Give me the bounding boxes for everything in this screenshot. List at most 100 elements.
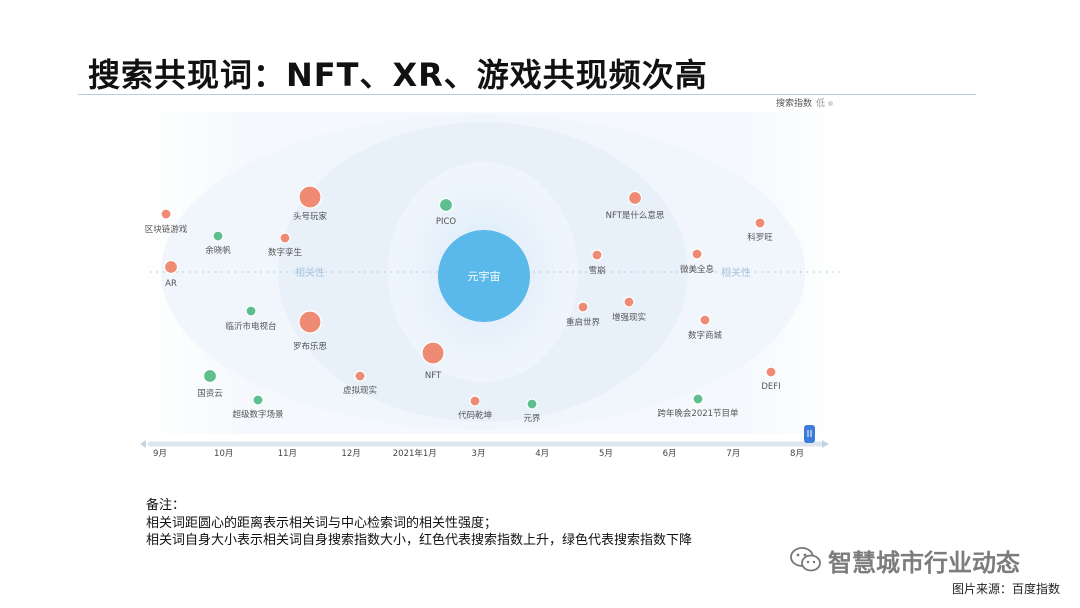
keyword-label: 余晓帆 (205, 245, 231, 256)
keyword-point[interactable]: 区块链游戏 (145, 208, 188, 235)
keyword-label: 数字孪生 (268, 247, 303, 258)
keyword-label: 头号玩家 (293, 211, 328, 222)
watermark: 智慧城市行业动态 (790, 542, 1020, 578)
keyword-point[interactable]: DEFI (761, 366, 781, 392)
keyword-point[interactable]: 雪崩 (588, 249, 606, 276)
timeline-tick-label[interactable]: 9月 (153, 449, 167, 459)
keyword-label: 增强现实 (612, 312, 646, 323)
keyword-label: 微美全息 (680, 264, 715, 275)
legend-label: 搜索指数 (776, 99, 813, 109)
keyword-point[interactable]: NFT (421, 341, 445, 381)
keyword-bubble[interactable] (754, 217, 766, 229)
keyword-label: 罗布乐思 (293, 341, 328, 352)
relevance-axis-label-left: 相关性 (295, 266, 325, 279)
keyword-point[interactable]: 数字孪生 (268, 232, 303, 258)
notes-heading: 备注： (146, 498, 186, 513)
keyword-bubble[interactable] (245, 305, 257, 317)
chart-background (140, 112, 846, 434)
legend-low-label: 低 (816, 99, 826, 109)
keyword-bubble[interactable] (577, 301, 589, 313)
keyword-label: 重启世界 (566, 317, 601, 328)
keyword-point[interactable]: 临沂市电视台 (225, 305, 277, 332)
timeline-tick-label[interactable]: 11月 (278, 449, 297, 459)
chart-notes: 备注： 相关词距圆心的距离表示相关词与中心检索词的相关性强度； 相关词自身大小表… (146, 497, 692, 550)
keyword-bubble[interactable] (699, 314, 711, 326)
keyword-label: PICO (436, 217, 457, 227)
timeline: 9月 10月 11月 12月 2021年1月 3月 4月 5月 6月 7月 8月 (140, 425, 829, 459)
wechat-icon (790, 547, 821, 572)
keyword-point[interactable]: 代码乾坤 (458, 395, 492, 421)
title-divider (78, 94, 976, 95)
keyword-bubble[interactable] (692, 393, 704, 405)
legend-size-dot (828, 101, 834, 106)
search-index-legend: 搜索指数低 (776, 96, 834, 109)
keyword-point[interactable]: 重启世界 (566, 301, 601, 328)
keyword-point[interactable]: 罗布乐思 (293, 310, 328, 352)
keyword-bubble[interactable] (298, 310, 322, 334)
keyword-bubble[interactable] (691, 248, 703, 260)
center-keyword-bubble (438, 230, 530, 322)
timeline-tick-label[interactable]: 3月 (472, 449, 486, 459)
keyword-bubble[interactable] (526, 398, 538, 410)
timeline-tick-label[interactable]: 12月 (341, 449, 360, 459)
keyword-point[interactable]: 元界 (523, 398, 541, 424)
keyword-label: 超级数字场景 (232, 409, 283, 420)
keyword-bubble[interactable] (212, 230, 224, 242)
keyword-point[interactable]: AR (163, 259, 179, 290)
timeline-tick-label[interactable]: 7月 (726, 449, 740, 459)
notes-size-color: 相关词自身大小表示相关词自身搜索指数大小，红色代表搜索指数上升，绿色代表搜索指数… (146, 533, 693, 548)
keyword-point[interactable]: 微美全息 (680, 248, 715, 275)
keyword-label: 科罗旺 (747, 232, 773, 243)
keyword-bubble[interactable] (160, 208, 172, 220)
keyword-point[interactable]: 超级数字场景 (232, 394, 284, 420)
keyword-bubble[interactable] (354, 370, 366, 382)
timeline-tick-label[interactable]: 10月 (214, 449, 233, 459)
keyword-point[interactable]: 科罗旺 (747, 217, 773, 243)
timeline-prev-icon[interactable] (140, 440, 146, 448)
keyword-bubble[interactable] (279, 232, 291, 244)
keyword-label: 元界 (523, 414, 541, 424)
relevance-axis-label-right: 相关性 (721, 266, 751, 279)
image-source: 图片来源：百度指数 (951, 582, 1060, 596)
keyword-label: 跨年晚会2021节目单 (657, 408, 739, 419)
page-title: 搜索共现词：NFT、XR、游戏共现频次高 (88, 56, 708, 94)
keyword-point[interactable]: 虚拟现实 (343, 370, 377, 396)
keyword-bubble[interactable] (765, 366, 777, 378)
keyword-label: 雪崩 (588, 265, 605, 276)
keyword-label: NFT (425, 371, 442, 381)
keyword-label: 区块链游戏 (145, 224, 188, 235)
timeline-next-icon[interactable] (822, 440, 829, 448)
keyword-bubble[interactable] (469, 395, 481, 407)
keyword-point[interactable]: 跨年晚会2021节目单 (657, 393, 739, 419)
timeline-tick-label[interactable]: 5月 (599, 449, 613, 459)
keyword-bubble[interactable] (298, 185, 322, 209)
keyword-point[interactable]: 余晓帆 (205, 230, 231, 256)
keyword-point[interactable]: NFT是什么意思 (606, 190, 665, 222)
keyword-point[interactable]: 头号玩家 (293, 185, 328, 222)
keyword-bubble[interactable] (421, 341, 445, 365)
keyword-label: 虚拟现实 (343, 385, 377, 396)
keyword-bubble[interactable] (163, 259, 179, 275)
keyword-bubble[interactable] (591, 249, 603, 261)
timeline-tick-label[interactable]: 4月 (535, 449, 549, 459)
keyword-bubble[interactable] (627, 190, 643, 206)
keyword-point[interactable]: 增强现实 (612, 296, 646, 323)
timeline-tick-label[interactable]: 8月 (790, 449, 804, 459)
keyword-point[interactable]: 国资云 (197, 368, 223, 400)
timeline-handle[interactable] (804, 425, 815, 443)
keyword-bubble[interactable] (623, 296, 635, 308)
keyword-bubble[interactable] (438, 197, 454, 213)
keyword-label: 临沂市电视台 (225, 321, 276, 332)
keyword-label: NFT是什么意思 (606, 210, 665, 221)
keyword-bubble[interactable] (202, 368, 218, 384)
timeline-tick-label[interactable]: 2021年1月 (393, 448, 437, 459)
keyword-label: 国资云 (197, 388, 223, 399)
timeline-tick-label[interactable]: 6月 (663, 449, 677, 459)
keyword-point[interactable]: 数字商城 (688, 314, 723, 341)
center-keyword-label: 元宇宙 (468, 269, 501, 283)
keyword-point[interactable]: PICO (436, 197, 457, 228)
keyword-label: 数字商城 (688, 330, 723, 341)
keyword-bubble[interactable] (252, 394, 264, 406)
